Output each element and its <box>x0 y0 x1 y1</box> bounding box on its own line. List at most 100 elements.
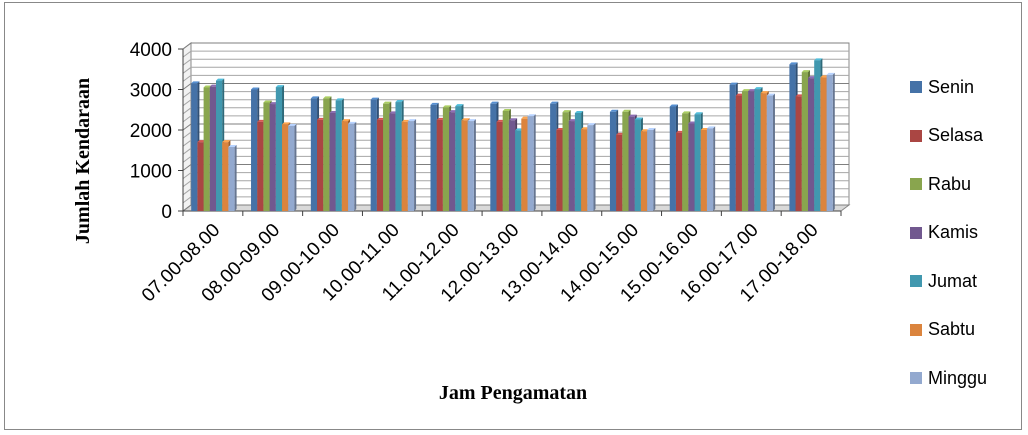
bar-top <box>348 121 357 124</box>
bar-top <box>754 87 763 90</box>
bar-front <box>628 116 635 211</box>
bar-top <box>263 100 272 103</box>
bar-front <box>706 128 714 211</box>
bar-top <box>527 114 536 117</box>
bar-front <box>826 74 833 211</box>
bar-front <box>669 106 676 211</box>
gridline <box>182 91 849 98</box>
bar-top <box>801 70 810 73</box>
bar-front <box>461 120 468 211</box>
bar-front <box>383 103 390 211</box>
bar-top <box>669 104 678 107</box>
bar-front <box>389 113 396 211</box>
y-tick-label: 4000 <box>130 40 172 61</box>
legend-swatch <box>910 372 922 385</box>
gridline <box>182 83 849 90</box>
bar-front <box>282 124 289 211</box>
bar-front <box>688 123 695 211</box>
bar-top <box>430 102 439 105</box>
bar-top <box>389 111 398 114</box>
bar-top <box>820 75 829 78</box>
legend-label: Senin <box>928 76 975 97</box>
bar-front <box>789 64 796 211</box>
bar-front <box>814 60 821 212</box>
bar-front <box>395 102 402 211</box>
bar-front <box>634 119 641 211</box>
bar-front <box>795 96 802 211</box>
bar-top <box>383 101 392 104</box>
bar-side <box>414 119 417 211</box>
bar-front <box>562 112 569 211</box>
y-tick-label: 2000 <box>130 121 172 142</box>
bar-top <box>521 116 530 119</box>
bar-top <box>735 93 744 96</box>
y-tick-labels: 0 1000 2000 3000 4000 <box>130 40 172 223</box>
bar-front <box>401 121 408 211</box>
bar-top <box>275 85 285 88</box>
bar-front <box>449 112 456 211</box>
bar-front <box>550 103 557 211</box>
bar-top <box>496 119 505 122</box>
bar-front <box>335 100 342 211</box>
y-axis-title: Jumlah Kendaraan <box>72 78 94 244</box>
bar-front <box>251 89 258 211</box>
bar-front <box>754 89 761 211</box>
legend-item: Sabtu <box>910 306 1020 355</box>
bar-front <box>622 111 629 211</box>
bar-top <box>449 110 458 113</box>
bar-top <box>407 119 417 122</box>
bar-side <box>653 128 656 211</box>
legend-label: Kamis <box>928 222 979 243</box>
bar-top <box>556 128 565 130</box>
bar-front <box>748 91 755 211</box>
bar-front <box>269 104 276 211</box>
x-tick-labels: 07.00-08.0008.00-09.0009.00-10.0010.00-1… <box>138 220 823 307</box>
bar-front <box>556 130 563 211</box>
bar <box>348 121 357 211</box>
bar-front <box>502 110 509 211</box>
bar-front <box>222 142 229 211</box>
bar-front <box>275 87 283 211</box>
bar-front <box>807 78 815 211</box>
bar-top <box>467 119 476 122</box>
bar-top <box>203 85 212 88</box>
gridline <box>182 42 849 50</box>
bar-side <box>772 93 775 211</box>
legend-label: Minggu <box>928 367 988 388</box>
bar-front <box>407 121 415 211</box>
bar-front <box>376 119 384 211</box>
legend-swatch <box>910 275 922 288</box>
bar <box>527 114 536 211</box>
legend-label: Sabtu <box>928 319 976 340</box>
legend-swatch <box>910 178 922 191</box>
y-tick-label: 3000 <box>130 81 172 102</box>
bar-front <box>329 112 336 211</box>
y-tick-label: 1000 <box>130 162 172 183</box>
bar-side <box>533 114 536 211</box>
legend-item: Minggu <box>910 354 1020 403</box>
bar-front <box>647 130 654 211</box>
bar-top <box>826 72 835 75</box>
legend-item: Selasa <box>910 112 1020 161</box>
legend-swatch <box>910 81 922 94</box>
bar-side <box>593 123 596 211</box>
bar-front <box>209 86 217 211</box>
bar-front <box>760 93 767 211</box>
bar-top <box>376 117 386 120</box>
bar-top <box>640 129 650 132</box>
bar-front <box>640 131 648 211</box>
bar-top <box>795 94 804 97</box>
bar-side <box>354 121 357 211</box>
legend-label: Rabu <box>928 173 972 194</box>
bar-top <box>550 101 559 104</box>
bar-front <box>317 119 324 211</box>
bar <box>587 123 596 211</box>
bar-top <box>269 102 278 105</box>
chart-frame: 0 1000 2000 3000 4000 07.00-08.00 08.00-09.00… <box>4 2 1022 430</box>
legend-swatch <box>910 129 922 142</box>
bar-front <box>574 112 582 211</box>
bar-top <box>760 91 769 94</box>
bar-top <box>748 89 757 92</box>
bar-top <box>706 126 716 129</box>
bar-top <box>222 140 231 143</box>
